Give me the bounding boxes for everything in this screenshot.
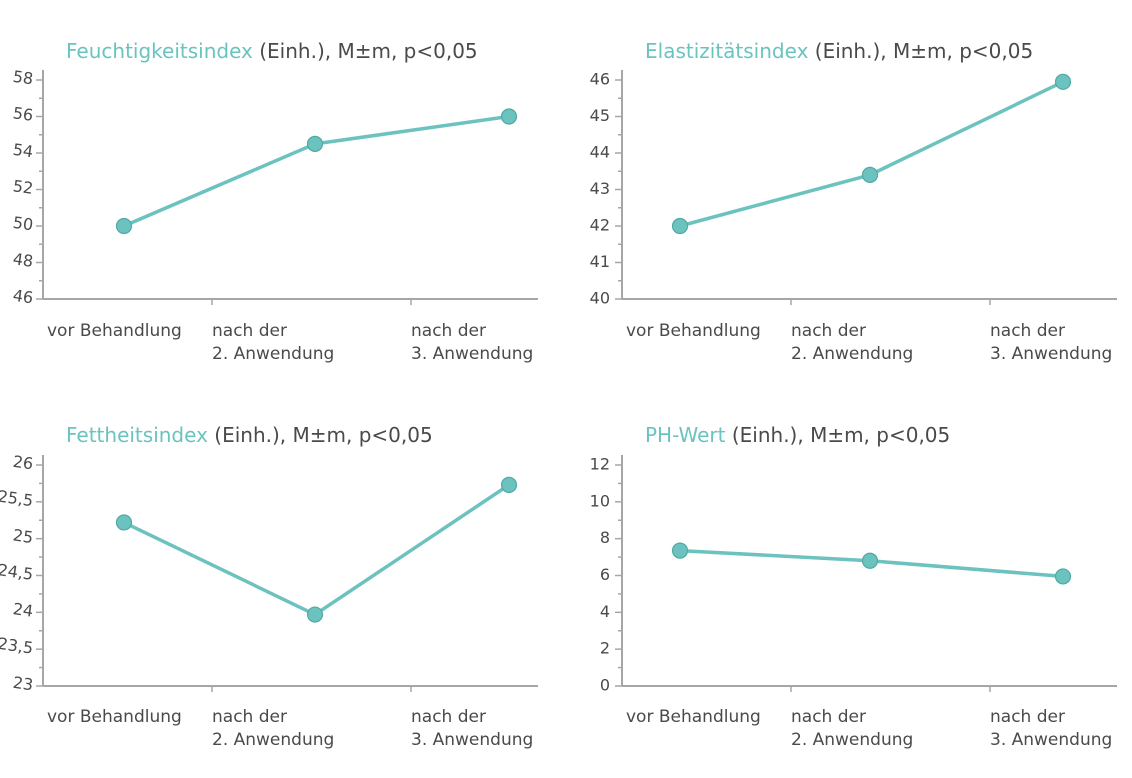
x-category-label: nach der 3. Anwendung [411,321,533,364]
x-category-label: vor Behandlung [626,321,761,341]
x-category-label-line: 2. Anwendung [212,344,334,364]
x-category-label: nach der 2. Anwendung [212,321,334,364]
x-category-label-line: vor Behandlung [626,707,761,727]
data-point [1054,568,1072,585]
chart-title-rest: (Einh.), M±m, p<0,05 [808,39,1033,63]
y-tick-label: 2 [600,639,610,658]
x-category-label-line: nach der [212,707,287,727]
data-point [306,606,324,623]
x-category-label: nach der 2. Anwendung [791,321,913,364]
chart-title: Feuchtigkeitsindex (Einh.), M±m, p<0,05 [66,39,478,63]
y-tick-label: 8 [600,528,610,547]
x-category-label-line: nach der [212,321,287,341]
y-tick-label: 46 [590,70,610,89]
x-category-label-line: nach der [990,707,1065,727]
data-point [500,476,518,493]
series-line [679,80,1064,228]
y-tick-label: 25,5 [0,486,34,510]
y-tick-label: 40 [590,289,610,308]
x-category-label-line: nach der [990,321,1065,341]
y-tick-label: 23,5 [0,634,34,658]
x-category-label-line: vor Behandlung [47,707,182,727]
x-category-label-line: 3. Anwendung [411,730,533,750]
x-category-label-line: nach der [411,321,486,341]
x-category-label: nach der 3. Anwendung [990,707,1112,750]
y-tick-label: 26 [12,452,35,474]
x-category-label: vor Behandlung [626,707,761,727]
data-point [500,108,518,125]
chart-panel-1: Feuchtigkeitsindex (Einh.), M±m, p<0,05 4… [12,39,538,364]
chart-title: PH-Wert (Einh.), M±m, p<0,05 [645,423,950,447]
y-tick-label: 56 [12,103,35,125]
x-category-label: nach der 2. Anwendung [791,707,913,750]
y-tick-label: 0 [600,676,610,695]
y-tick-label: 45 [590,106,610,125]
chart-title-accent: PH-Wert [645,423,726,447]
chart-title: Fettheitsindex (Einh.), M±m, p<0,05 [66,423,433,447]
chart-title: Elastizitätsindex (Einh.), M±m, p<0,05 [645,39,1033,63]
y-tick-label: 50 [12,213,35,235]
x-category-label: nach der 2. Anwendung [212,707,334,750]
data-point [671,217,689,235]
chart-title-accent: Feuchtigkeitsindex [66,39,253,63]
chart-title-rest: (Einh.), M±m, p<0,05 [208,423,433,447]
x-category-label-line: nach der [791,707,866,727]
x-category-label-line: 3. Anwendung [411,344,533,364]
x-category-label-line: 3. Anwendung [990,730,1112,750]
y-tick-label: 43 [590,179,610,198]
data-point [861,552,879,569]
chart-title-accent: Fettheitsindex [66,423,208,447]
chart-title-rest: (Einh.), M±m, p<0,05 [253,39,478,63]
y-tick-label: 25 [12,525,35,547]
y-tick-label: 54 [12,140,35,162]
x-category-label-line: vor Behandlung [47,321,182,341]
x-category-label: nach der 3. Anwendung [411,707,533,750]
x-category-label-line: 2. Anwendung [791,344,913,364]
y-tick-label: 41 [590,252,610,271]
x-category-label-line: 2. Anwendung [212,730,334,750]
data-point [1054,73,1072,90]
x-category-label: vor Behandlung [47,321,182,341]
y-tick-label: 24 [12,599,35,621]
x-category-label-line: 3. Anwendung [990,344,1112,364]
x-category-label: nach der 3. Anwendung [990,321,1112,364]
y-tick-label: 42 [590,216,610,235]
x-category-label-line: nach der [411,707,486,727]
chart-panel-2: Elastizitätsindex (Einh.), M±m, p<0,05 40… [590,39,1117,364]
chart-title-accent: Elastizitätsindex [645,39,809,63]
data-point [671,542,689,559]
y-tick-label: 23 [12,673,35,695]
y-tick-label: 6 [600,565,610,584]
chart-panel-3: Fettheitsindex (Einh.), M±m, p<0,05 23 23,… [0,423,538,750]
series-line [123,483,510,617]
y-tick-label: 4 [600,602,610,621]
y-tick-label: 12 [590,455,610,474]
y-tick-label: 58 [12,67,35,89]
x-category-label-line: 2. Anwendung [791,730,913,750]
data-point [115,217,133,235]
data-point [861,166,879,183]
x-category-label: vor Behandlung [47,707,182,727]
data-point [115,514,133,531]
data-point [306,135,324,152]
x-category-label-line: vor Behandlung [626,321,761,341]
y-tick-label: 52 [12,176,35,198]
chart-panel-4: PH-Wert (Einh.), M±m, p<0,05 0 2 4 6 8 10 12 vor… [590,423,1117,750]
x-category-label-line: nach der [791,321,866,341]
y-tick-label: 10 [590,491,610,510]
y-tick-label: 48 [12,249,35,271]
series-line [123,114,510,228]
y-tick-label: 24,5 [0,560,34,584]
y-tick-label: 44 [590,143,610,162]
y-tick-label: 46 [12,286,35,308]
chart-title-rest: (Einh.), M±m, p<0,05 [725,423,950,447]
